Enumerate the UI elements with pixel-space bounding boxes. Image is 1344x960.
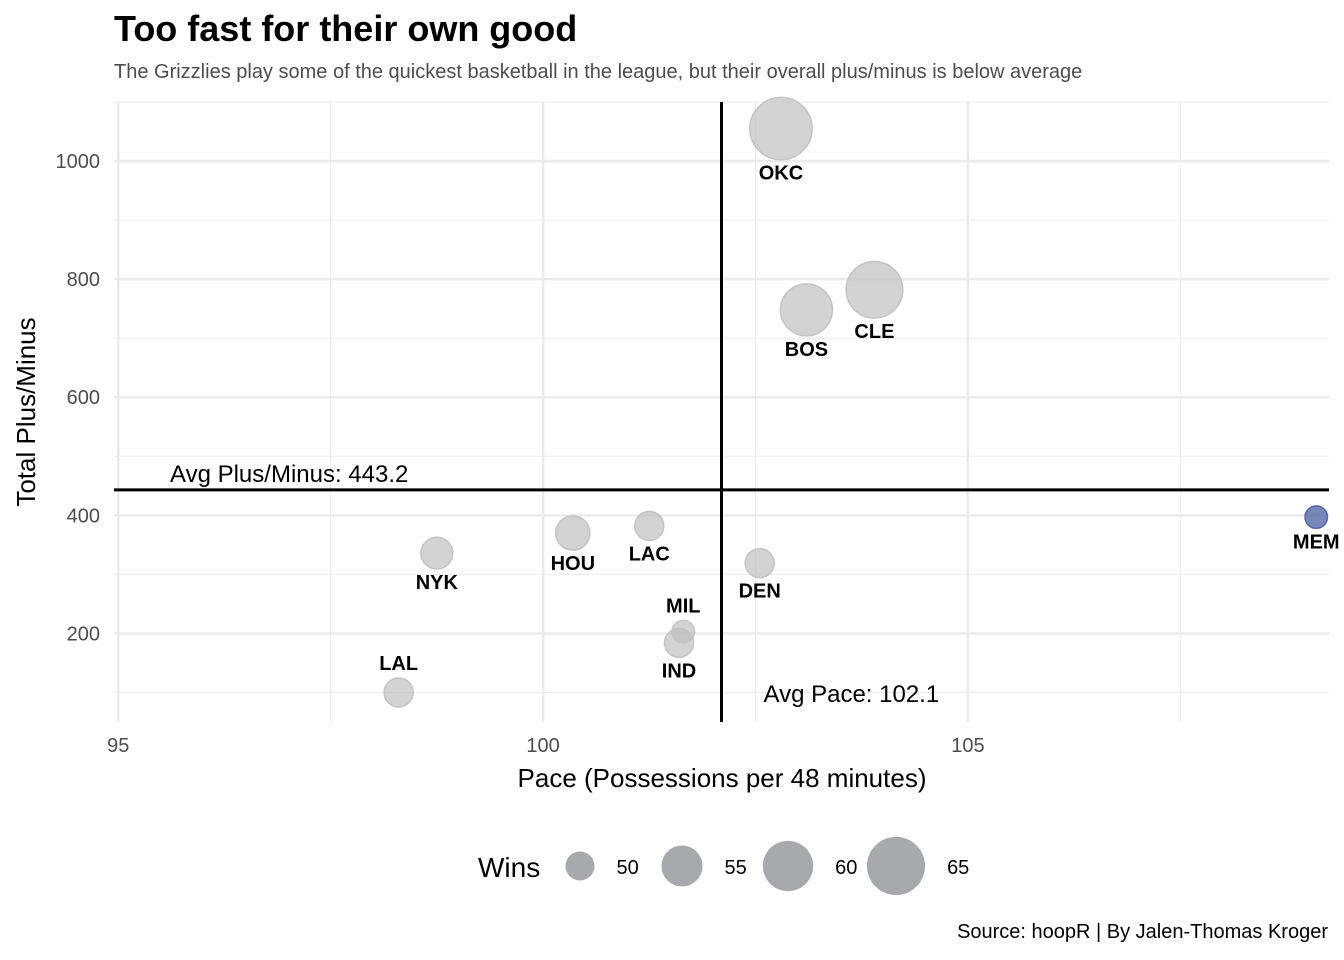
legend-label-50: 50 xyxy=(617,857,639,879)
x-tick-label: 105 xyxy=(951,735,984,757)
data-point-cle xyxy=(845,260,904,319)
legend-key-55 xyxy=(661,845,703,887)
y-tick-label: 400 xyxy=(67,505,100,527)
point-label-nyk: NYK xyxy=(416,572,459,594)
axis-ticks: 95 100 105 200 400 600 800 1000 xyxy=(56,151,985,757)
point-label-okc: OKC xyxy=(759,163,803,185)
data-point-okc xyxy=(749,96,813,161)
y-tick-label: 600 xyxy=(67,387,100,409)
point-label-lal: LAL xyxy=(379,653,418,675)
point-label-mem: MEM xyxy=(1293,531,1340,553)
point-label-bos: BOS xyxy=(785,339,828,361)
chart-subtitle: The Grizzlies play some of the quickest … xyxy=(114,61,1083,83)
point-label-hou: HOU xyxy=(551,553,595,575)
x-axis-title: Pace (Possessions per 48 minutes) xyxy=(518,763,927,793)
legend-label-55: 55 xyxy=(725,857,747,879)
y-tick-label: 200 xyxy=(67,623,100,645)
legend-label-60: 60 xyxy=(835,857,857,879)
avg-plus-minus-label: Avg Plus/Minus: 443.2 xyxy=(170,461,408,488)
data-point-bos xyxy=(779,283,834,337)
legend-key-50 xyxy=(565,851,595,881)
legend-title: Wins xyxy=(478,852,540,883)
size-legend: Wins 50 55 60 65 xyxy=(478,836,969,896)
data-point-lal xyxy=(383,677,414,708)
point-label-lac: LAC xyxy=(629,543,670,565)
y-axis-title: Total Plus/Minus xyxy=(11,317,41,506)
data-point-mil xyxy=(671,619,696,644)
reference-lines: Avg Plus/Minus: 443.2 Avg Pace: 102.1 xyxy=(114,102,1329,722)
point-label-ind: IND xyxy=(662,660,696,682)
legend-key-60 xyxy=(762,840,814,892)
data-point-nyk xyxy=(420,536,454,570)
point-labels: OKC CLE BOS HOU NYK LAC DEN IND LAL MEM MIL xyxy=(379,163,1339,683)
chart-title: Too fast for their own good xyxy=(114,8,578,49)
legend-label-65: 65 xyxy=(947,857,969,879)
point-label-den: DEN xyxy=(739,581,781,603)
data-points xyxy=(383,96,1329,708)
y-tick-label: 800 xyxy=(67,269,100,291)
x-tick-label: 100 xyxy=(526,735,559,757)
y-tick-label: 1000 xyxy=(56,151,101,173)
data-point-hou xyxy=(554,515,591,551)
data-point-mem xyxy=(1304,505,1329,530)
point-label-mil: MIL xyxy=(666,595,700,617)
x-tick-label: 95 xyxy=(107,735,129,757)
point-label-cle: CLE xyxy=(854,321,894,343)
data-point-lac xyxy=(633,510,665,542)
data-point-den xyxy=(744,547,776,579)
avg-pace-label: Avg Pace: 102.1 xyxy=(764,681,940,708)
legend-key-65 xyxy=(866,836,926,896)
chart-caption: Source: hoopR | By Jalen-Thomas Kroger xyxy=(957,921,1328,943)
